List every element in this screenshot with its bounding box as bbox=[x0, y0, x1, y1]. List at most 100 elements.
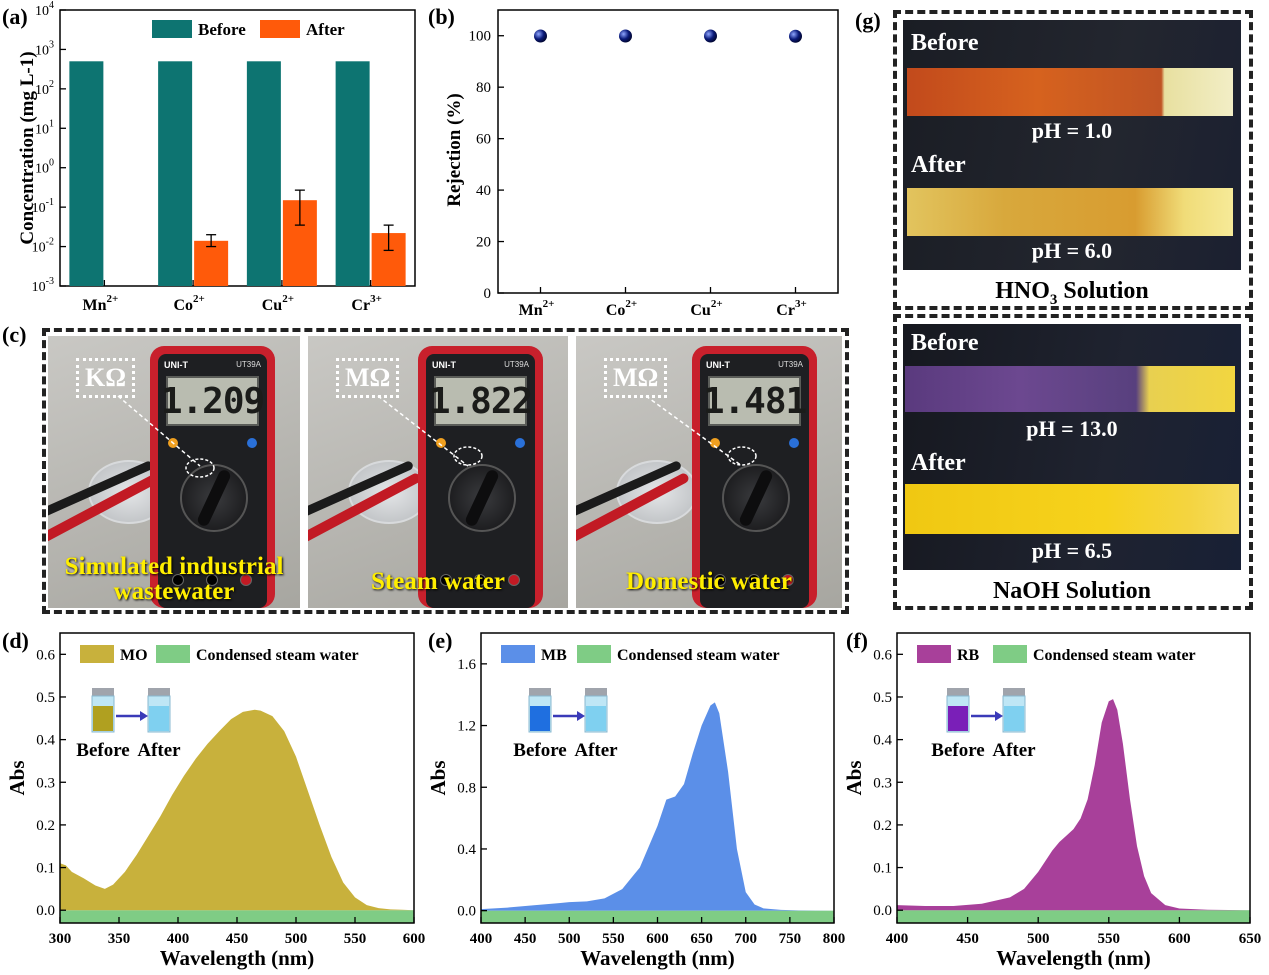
naoh-strip-after bbox=[905, 484, 1239, 534]
a-xtick-label: Mn2+ bbox=[82, 293, 118, 314]
vial-liquid bbox=[586, 706, 606, 731]
x-tick-label: 600 bbox=[646, 931, 669, 947]
a-xtick-label: Cr3+ bbox=[351, 293, 381, 314]
a-bar-before bbox=[158, 61, 193, 286]
hno3-before-label: Before bbox=[911, 30, 979, 56]
chart-b-ylabel: Rejection (%) bbox=[444, 93, 465, 206]
hno3-after-label: After bbox=[911, 152, 966, 178]
inset-after-label: After bbox=[574, 740, 618, 761]
multimeter-brand: UNI-T bbox=[164, 360, 188, 370]
vial-liquid bbox=[93, 706, 113, 731]
hno3-strip-after bbox=[907, 188, 1233, 236]
callout-leader bbox=[645, 395, 757, 467]
a-ytick-label: 101 bbox=[35, 118, 54, 137]
chart-f-rb-spectrum: 400 450 500 550 600 650 0.0 0.1 0.2 0.3 0.4 0.5 0.6 W… bbox=[845, 632, 1261, 970]
legend-swatch-steam bbox=[156, 645, 190, 663]
panel-label-g: (g) bbox=[855, 8, 881, 33]
lcd-display: 1.822 bbox=[429, 376, 533, 426]
hno3-title-rest: Solution bbox=[1057, 278, 1149, 304]
x-tick-label: 450 bbox=[956, 931, 979, 947]
chart-a-plot-frame bbox=[59, 9, 416, 287]
lcd-display: 1.481 bbox=[703, 376, 807, 426]
b-xtick-label: Cu2+ bbox=[690, 298, 722, 319]
inset-arrowhead bbox=[577, 711, 585, 721]
multimeter-brand: UNI-T bbox=[706, 360, 730, 370]
spectrum-area bbox=[897, 699, 1250, 911]
vial-cap bbox=[529, 688, 551, 696]
naoh-ph-before: pH = 13.0 bbox=[1026, 416, 1118, 441]
unit-callout: KΩ bbox=[76, 358, 136, 398]
power-button bbox=[436, 438, 446, 448]
y-tick-label: 0.1 bbox=[873, 861, 892, 877]
x-tick-label: 650 bbox=[690, 931, 713, 947]
legend-swatch-dye bbox=[501, 645, 535, 663]
vial-liquid bbox=[149, 706, 169, 731]
callout-leader bbox=[117, 395, 215, 478]
chart-b-plot-frame bbox=[497, 9, 839, 294]
chart-e-mb-spectrum: 400 450 500 550 600 650 700 750 800 0.0 0.4 0.8 1.2 1… bbox=[426, 632, 845, 970]
a-xtick-label: Co2+ bbox=[173, 293, 204, 314]
x-tick-label: 350 bbox=[108, 931, 131, 947]
y-tick-label: 0.3 bbox=[36, 775, 55, 791]
chart-a-concentration: 10-3 10-2 10-1 100 101 102 103 104 Mn2+ Co2+ Cu2+… bbox=[17, 0, 416, 314]
b-xtick-label: Cr3+ bbox=[776, 298, 806, 319]
hno3-title-sub: 3 bbox=[1049, 291, 1058, 308]
a-ytick-label: 103 bbox=[35, 39, 54, 58]
hold-button bbox=[515, 438, 525, 448]
y-tick-label: 0.5 bbox=[36, 690, 55, 706]
b-point bbox=[704, 29, 717, 43]
inset-after-label: After bbox=[992, 740, 1036, 761]
y-tick-label: 0.1 bbox=[36, 861, 55, 877]
vial-cap bbox=[585, 688, 607, 696]
naoh-after-label: After bbox=[911, 450, 966, 476]
legend-label-before: Before bbox=[198, 20, 246, 39]
unit-callout: MΩ bbox=[604, 358, 668, 398]
vial-cap bbox=[148, 688, 170, 696]
b-point bbox=[789, 29, 802, 43]
meter-photo-2: UNI-T UT39A 1.822 bbox=[308, 336, 568, 608]
x-tick-label: 550 bbox=[602, 931, 625, 947]
x-tick-label: 400 bbox=[167, 931, 190, 947]
b-ytick-label: 60 bbox=[476, 132, 491, 148]
a-ytick-label: 10-2 bbox=[32, 237, 54, 256]
legend-label-dye: MB bbox=[541, 647, 567, 664]
multimeter-face: UNI-T UT39A 1.481 bbox=[700, 354, 809, 608]
legend-label-after: After bbox=[306, 20, 345, 39]
legend-label-steam: Condensed steam water bbox=[196, 647, 359, 664]
x-tick-label: 450 bbox=[226, 931, 249, 947]
x-tick-label: 600 bbox=[403, 931, 425, 947]
a-xtick-label: Cu2+ bbox=[262, 293, 294, 314]
x-tick-label: 750 bbox=[779, 931, 802, 947]
a-ytick-label: 10-1 bbox=[32, 197, 54, 216]
steam-water-band bbox=[897, 910, 1250, 923]
multimeter-body: UNI-T UT39A 1.822 bbox=[418, 346, 543, 608]
a-bar-before bbox=[69, 61, 104, 286]
before-after-inset: Before After bbox=[931, 688, 1036, 761]
y-tick-label: 1.2 bbox=[457, 719, 476, 735]
rotary-dial bbox=[722, 464, 790, 532]
a-ytick-label: 102 bbox=[35, 79, 54, 98]
b-point bbox=[534, 29, 547, 43]
panel-label-b: (b) bbox=[428, 4, 455, 29]
before-after-inset: Before After bbox=[76, 688, 181, 761]
vial-liquid bbox=[1004, 706, 1024, 731]
multimeter-model: UT39A bbox=[504, 360, 529, 369]
panel-g-frame-naoh bbox=[893, 314, 1253, 610]
b-ytick-label: 80 bbox=[476, 80, 491, 96]
y-tick-label: 0.2 bbox=[873, 818, 892, 834]
y-tick-label: 0.4 bbox=[36, 733, 55, 749]
b-ytick-label: 100 bbox=[469, 29, 492, 45]
meter-photo-3: UNI-T UT39A 1.481 bbox=[576, 336, 842, 608]
spectrum-area bbox=[481, 702, 834, 911]
vial-cap bbox=[92, 688, 114, 696]
a-bar-after bbox=[194, 240, 229, 286]
inset-after-label: After bbox=[137, 740, 181, 761]
legend-swatch-dye bbox=[917, 645, 951, 663]
hold-button bbox=[247, 438, 257, 448]
y-axis-label: Abs bbox=[426, 760, 450, 795]
probe-jacks bbox=[172, 574, 252, 586]
x-axis-label: Wavelength (nm) bbox=[996, 946, 1151, 970]
y-tick-label: 0.4 bbox=[457, 842, 476, 858]
x-tick-label: 500 bbox=[1027, 931, 1050, 947]
legend-swatch-after bbox=[260, 20, 300, 38]
